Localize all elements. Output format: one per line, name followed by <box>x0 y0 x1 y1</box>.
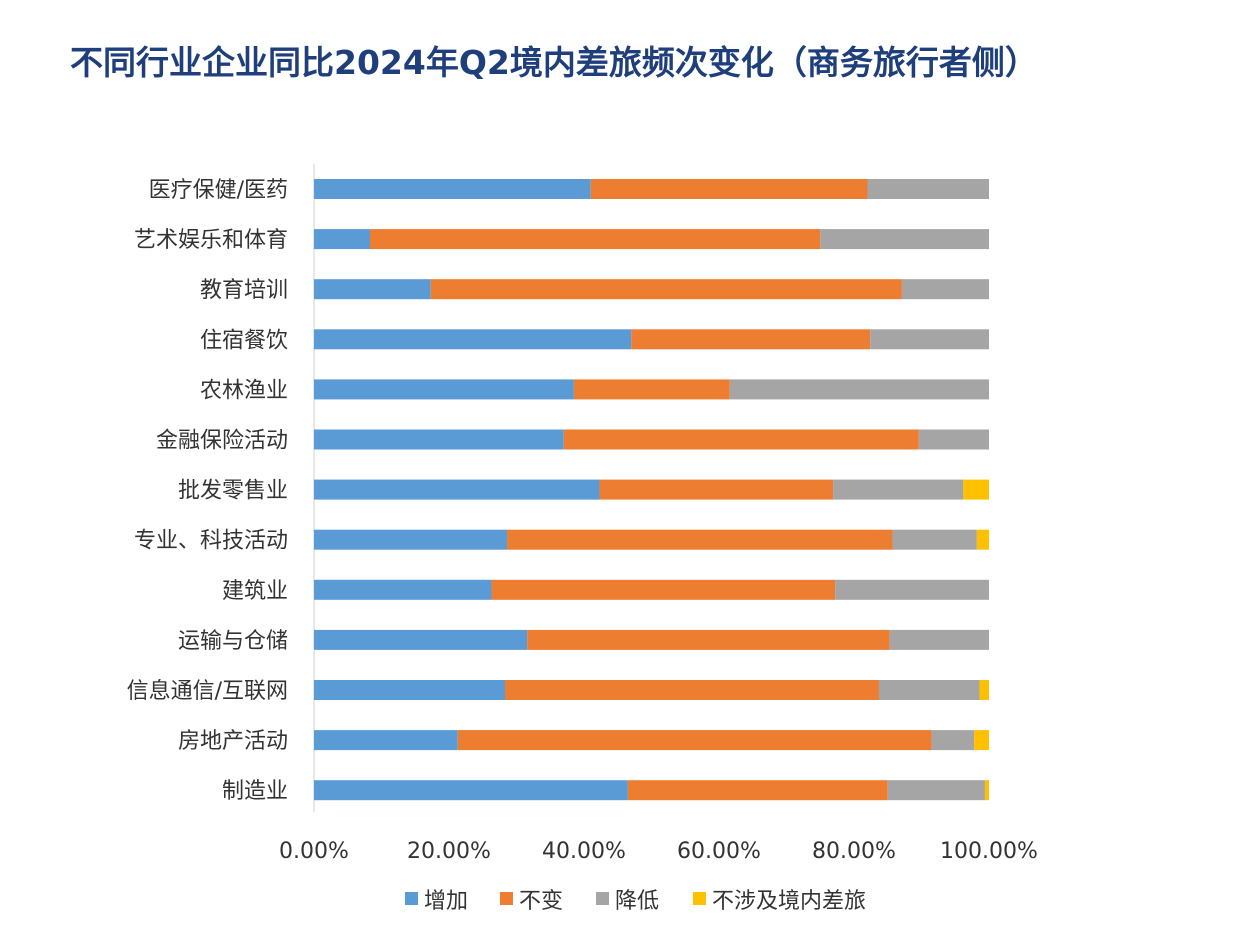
bar-segment-7-0 <box>314 529 508 550</box>
bar-segment-8-0 <box>314 579 492 600</box>
category-labels: 医疗保健/医药艺术娱乐和体育教育培训住宿餐饮农林渔业金融保险活动批发零售业专业、… <box>127 178 288 804</box>
bar-segment-0-1 <box>590 179 868 199</box>
bar-segment-7-3 <box>976 529 989 550</box>
legend-label-3: 不涉及境内差旅 <box>712 889 866 914</box>
x-tick-label: 0.00% <box>279 839 349 864</box>
bar-segment-2-0 <box>314 279 431 300</box>
bar-segment-4-1 <box>573 379 730 400</box>
x-tick-label: 40.00% <box>542 839 626 864</box>
category-label: 住宿餐饮 <box>200 328 288 353</box>
bar-segment-1-0 <box>314 229 371 250</box>
bar-segment-3-0 <box>314 329 632 350</box>
category-label: 信息通信/互联网 <box>127 679 288 704</box>
category-label: 医疗保健/医药 <box>149 178 288 203</box>
legend: 增加 不变 降低 不涉及境内差旅 <box>405 889 866 914</box>
bar-segment-3-1 <box>631 329 871 350</box>
bar-segment-10-0 <box>314 680 506 700</box>
category-label: 批发零售业 <box>178 479 288 504</box>
category-label: 教育培训 <box>200 278 288 303</box>
category-label: 金融保险活动 <box>156 429 288 454</box>
bar-segment-1-1 <box>370 229 821 250</box>
bar-segment-10-1 <box>505 680 879 700</box>
legend-swatch-0 <box>405 892 418 905</box>
bar-segment-5-1 <box>563 429 919 450</box>
bar-segment-4-0 <box>314 379 574 400</box>
bar-segment-6-1 <box>599 479 834 500</box>
legend-swatch-2 <box>596 892 609 905</box>
bar-segment-2-2 <box>901 279 989 300</box>
category-label: 建筑业 <box>222 579 288 604</box>
category-label: 运输与仓储 <box>178 629 288 654</box>
x-tick-label: 20.00% <box>407 839 491 864</box>
bar-segment-12-2 <box>887 780 985 801</box>
category-label: 房地产活动 <box>178 729 288 754</box>
bar-segment-5-2 <box>918 429 989 450</box>
bar-segment-6-0 <box>314 479 600 500</box>
legend-swatch-3 <box>693 892 706 905</box>
bar-segment-10-2 <box>878 680 980 700</box>
x-tick-label: 80.00% <box>812 839 896 864</box>
bar-segment-12-3 <box>984 780 989 801</box>
bar-segment-0-2 <box>867 179 989 199</box>
legend-label-0: 增加 <box>424 889 468 914</box>
bar-segment-12-0 <box>314 780 628 801</box>
bar-segment-7-2 <box>892 529 977 550</box>
bar-segment-10-3 <box>979 680 989 700</box>
bar-segment-11-3 <box>974 730 989 751</box>
bar-segment-2-1 <box>430 279 902 300</box>
bar-segment-5-0 <box>314 429 564 450</box>
chart-title: 不同行业企业同比2024年Q2境内差旅频次变化（商务旅行者侧） <box>70 43 1038 82</box>
category-label: 专业、科技活动 <box>134 529 288 554</box>
legend-swatch-1 <box>500 892 513 905</box>
bar-segment-3-2 <box>870 329 989 350</box>
bar-segment-4-2 <box>729 379 989 400</box>
category-label: 农林渔业 <box>200 378 288 403</box>
category-label: 制造业 <box>222 779 288 804</box>
bar-segment-1-2 <box>820 229 989 250</box>
x-tick-label: 60.00% <box>677 839 761 864</box>
bar-segment-11-1 <box>457 730 932 751</box>
bar-segment-0-0 <box>314 179 591 199</box>
category-label: 艺术娱乐和体育 <box>134 228 288 253</box>
x-tick-labels: 0.00% 20.00% 40.00% 60.00% 80.00% 100.00% <box>279 839 1038 864</box>
bar-segment-6-3 <box>963 479 989 500</box>
bars-layer <box>314 179 989 801</box>
bar-segment-8-2 <box>835 579 989 600</box>
legend-label-1: 不变 <box>519 889 563 914</box>
bar-segment-6-2 <box>833 479 964 500</box>
bar-segment-11-0 <box>314 730 458 751</box>
legend-label-2: 降低 <box>615 889 659 914</box>
bar-segment-9-1 <box>527 629 890 650</box>
bar-segment-9-2 <box>889 629 989 650</box>
bar-segment-11-2 <box>931 730 975 751</box>
bar-segment-12-1 <box>627 780 888 801</box>
bar-segment-7-1 <box>507 529 893 550</box>
bar-segment-9-0 <box>314 629 528 650</box>
bar-segment-8-1 <box>491 579 836 600</box>
x-tick-label: 100.00% <box>940 839 1038 864</box>
